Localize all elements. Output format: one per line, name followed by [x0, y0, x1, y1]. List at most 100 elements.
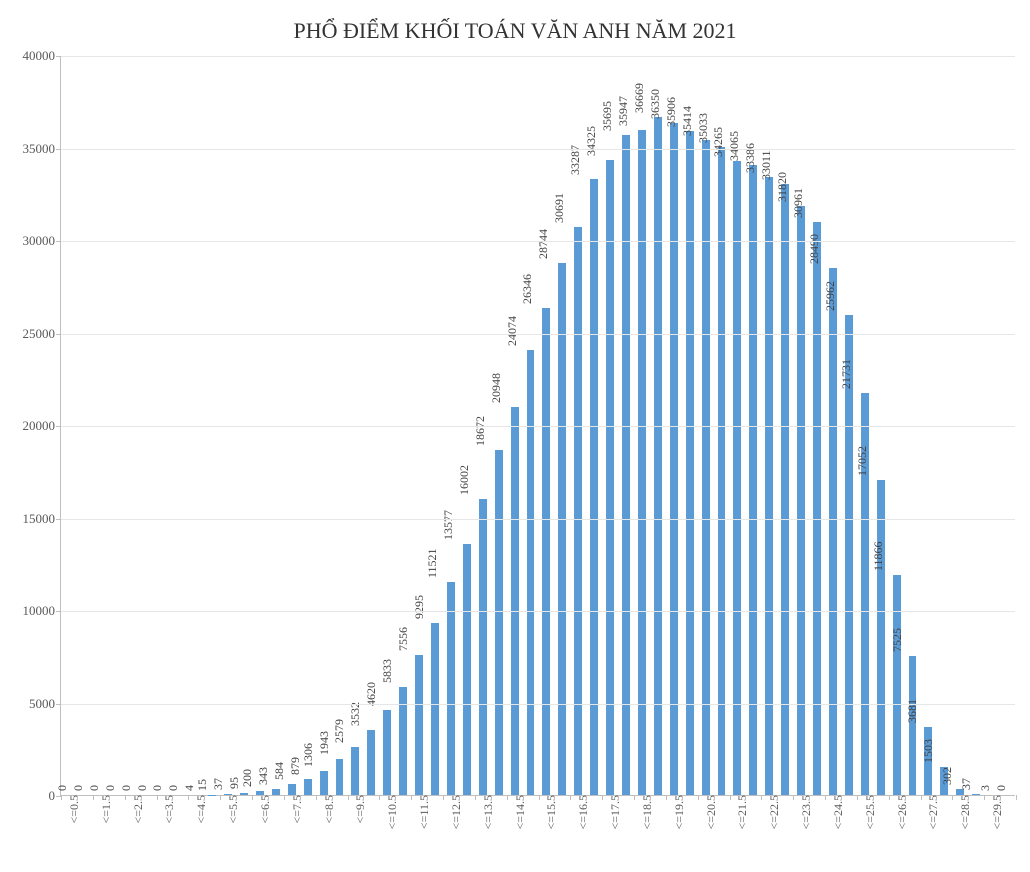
bar-value-label: 16002 — [457, 465, 472, 495]
bar-value-label: 34265 — [711, 127, 726, 157]
x-tick-mark — [698, 795, 699, 800]
x-tick-mark — [93, 795, 94, 800]
bar-value-label: 0 — [166, 785, 181, 791]
bar-value-label: 0 — [150, 785, 165, 791]
x-tick-mark — [682, 795, 683, 800]
x-tick-label: <=14.5 — [509, 795, 528, 830]
x-tick-mark — [491, 795, 492, 800]
x-tick-mark — [777, 795, 778, 800]
x-tick-label: <=22.5 — [763, 795, 782, 830]
x-tick-mark — [825, 795, 826, 800]
x-tick-mark — [268, 795, 269, 800]
x-tick-label: <=11.5 — [413, 795, 432, 829]
bar — [431, 623, 439, 795]
bar — [542, 308, 550, 795]
x-tick-label: <=28.5 — [954, 795, 973, 830]
bar-value-label: 0 — [71, 785, 86, 791]
x-tick-mark — [332, 795, 333, 800]
bar-value-label: 17052 — [855, 446, 870, 476]
bar — [638, 130, 646, 795]
bar-value-label: 0 — [994, 785, 1009, 791]
bar-value-label: 7525 — [890, 628, 905, 652]
bar-value-label: 3 — [978, 785, 993, 791]
bar-value-label: 1943 — [317, 731, 332, 755]
x-tick-mark — [443, 795, 444, 800]
x-tick-mark — [475, 795, 476, 800]
x-tick-mark — [841, 795, 842, 800]
bar-value-label: 28490 — [807, 234, 822, 264]
bar — [606, 160, 614, 795]
x-tick-mark — [204, 795, 205, 800]
bar — [765, 177, 773, 795]
bar-value-label: 37 — [959, 778, 974, 790]
bar — [893, 575, 901, 795]
x-tick-label: <=8.5 — [318, 795, 337, 824]
bar-value-label: 33011 — [759, 151, 774, 181]
bar-value-label: 0 — [103, 785, 118, 791]
bar-value-label: 5833 — [380, 659, 395, 683]
x-tick-label: <=15.5 — [540, 795, 559, 830]
bar-value-label: 36669 — [632, 83, 647, 113]
x-tick-mark — [984, 795, 985, 800]
y-tick-label: 0 — [49, 788, 62, 804]
x-tick-mark — [650, 795, 651, 800]
bar-value-label: 1503 — [921, 739, 936, 763]
bar — [495, 450, 503, 795]
x-tick-label: <=23.5 — [795, 795, 814, 830]
x-tick-mark — [236, 795, 237, 800]
bar — [909, 656, 917, 795]
plot-area: 0<=0.500<=1.500<=2.500<=3.504<=4.51537<=… — [60, 56, 1015, 796]
x-tick-mark — [745, 795, 746, 800]
bar-value-label: 30961 — [791, 188, 806, 218]
y-tick-label: 40000 — [23, 48, 62, 64]
x-tick-mark — [634, 795, 635, 800]
gridline — [61, 241, 1015, 242]
x-tick-mark — [554, 795, 555, 800]
bar — [367, 730, 375, 795]
bar-value-label: 35695 — [600, 101, 615, 131]
bar-value-label: 9295 — [412, 595, 427, 619]
bar — [527, 350, 535, 795]
bar-value-label: 37 — [211, 778, 226, 790]
chart-title: PHỔ ĐIỂM KHỐI TOÁN VĂN ANH NĂM 2021 — [0, 18, 1030, 44]
bar-value-label: 35033 — [696, 113, 711, 143]
x-tick-mark — [252, 795, 253, 800]
bar — [670, 123, 678, 795]
x-tick-mark — [459, 795, 460, 800]
x-tick-label: <=17.5 — [604, 795, 623, 830]
x-tick-mark — [602, 795, 603, 800]
x-tick-mark — [220, 795, 221, 800]
bar — [733, 161, 741, 795]
bar-value-label: 26346 — [520, 274, 535, 304]
x-tick-mark — [316, 795, 317, 800]
gridline — [61, 56, 1015, 57]
bar — [813, 222, 821, 795]
x-tick-label: <=6.5 — [254, 795, 273, 824]
x-tick-label: <=0.5 — [63, 795, 82, 824]
bar-value-label: 200 — [240, 769, 255, 787]
x-tick-mark — [141, 795, 142, 800]
y-tick-label: 15000 — [23, 511, 62, 527]
x-tick-mark — [363, 795, 364, 800]
bar-value-label: 3532 — [348, 702, 363, 726]
x-tick-label: <=9.5 — [349, 795, 368, 824]
bar-value-label: 31820 — [775, 172, 790, 202]
x-tick-label: <=4.5 — [190, 795, 209, 824]
bar-value-label: 25962 — [823, 281, 838, 311]
x-tick-mark — [1000, 795, 1001, 800]
bar — [686, 131, 694, 795]
x-tick-mark — [507, 795, 508, 800]
gridline — [61, 611, 1015, 612]
bar — [829, 268, 837, 795]
bar — [718, 147, 726, 795]
bar — [463, 544, 471, 795]
bar-value-label: 34065 — [727, 131, 742, 161]
bar — [797, 206, 805, 795]
x-tick-mark — [618, 795, 619, 800]
y-tick-label: 30000 — [23, 233, 62, 249]
bar-value-label: 7556 — [396, 627, 411, 651]
x-tick-mark — [873, 795, 874, 800]
bar — [511, 407, 519, 795]
bar — [877, 480, 885, 795]
x-tick-mark — [857, 795, 858, 800]
